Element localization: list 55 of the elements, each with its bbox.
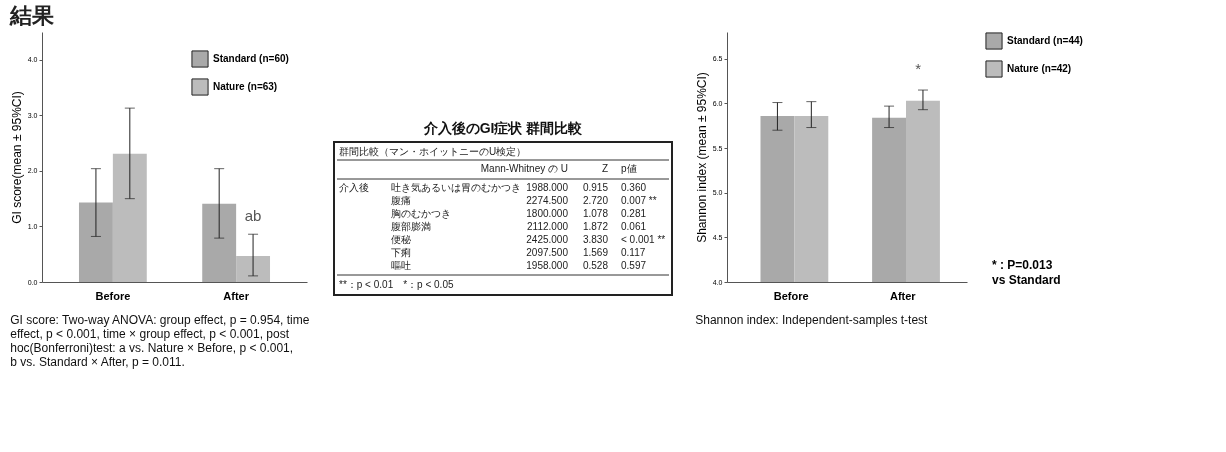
bar: [236, 255, 271, 282]
text: Mann-Whitney の U: [480, 163, 568, 174]
text: 下痢: [391, 247, 411, 258]
text: 0.528: [582, 260, 609, 271]
text: 吐き気あるいは胃のむかつき: [391, 182, 521, 193]
legend-label: Nature (n=63): [213, 81, 278, 92]
legend-label: Nature (n=42): [1007, 63, 1072, 74]
text: 2112.000: [527, 221, 569, 232]
text: 1.569: [582, 247, 609, 258]
text: 便秘: [391, 234, 411, 245]
text: 1958.000: [526, 260, 569, 271]
text: 胸のむかつき: [391, 208, 451, 219]
x-tick-label: After: [223, 289, 250, 302]
text: 1.078: [582, 208, 609, 219]
bar: [202, 203, 237, 282]
x-tick-label: Before: [773, 289, 809, 302]
text: 群間比較（マン・ホイットニーのU検定）: [339, 146, 527, 157]
text: * : P=0.013 vs Standard: [992, 258, 1061, 287]
legend-label: Standard (n=44): [1007, 35, 1083, 46]
x-tick-label: After: [889, 289, 917, 302]
text: 3.830: [582, 234, 609, 245]
text: Z: [601, 163, 608, 174]
y-axis-title: GI score(mean ± 95%CI): [9, 91, 24, 224]
text: 介入後: [339, 182, 369, 193]
chart-title: 結果: [9, 3, 56, 28]
text: 0.360: [621, 182, 647, 193]
text: < 0.001 **: [621, 234, 666, 245]
bar: [112, 153, 147, 282]
text: 介入後のGI症状 群間比較: [422, 120, 584, 136]
text: 0.007 **: [621, 195, 657, 206]
text: **：p < 0.01 *：p < 0.05: [339, 279, 454, 290]
annotation: ab: [244, 207, 262, 225]
text: GI score: Two-way ANOVA: group effect, p = 0.954, time effect, p < 0.001, time × group effect, p < 0.001, post hoc(Bonferroni)test: a vs. Nature × Before, p < 0.001, b vs. Standard × After, p = 0.011.: [10, 313, 310, 369]
text: 1800.000: [526, 208, 569, 219]
text: p値: [621, 163, 637, 174]
text: 0.117: [621, 247, 646, 258]
text: 0.281: [621, 208, 647, 219]
legend-label: Standard (n=60): [213, 53, 289, 64]
text: 0.597: [621, 260, 647, 271]
text: Shannon index: Independent-samples t-test: [695, 313, 929, 327]
text: 2097.500: [526, 247, 569, 258]
text: 2.720: [582, 195, 609, 206]
text: 2274.500: [526, 195, 569, 206]
text: 腹痛: [391, 195, 411, 206]
y-axis-title: Shannon index (mean ± 95%CI): [694, 72, 709, 243]
bar: [78, 202, 113, 282]
annotation: *: [915, 59, 922, 77]
x-tick-label: Before: [95, 289, 131, 302]
text: 嘔吐: [391, 260, 411, 271]
text: 1988.000: [526, 182, 569, 193]
text: 0.915: [582, 182, 609, 193]
text: 2425.000: [526, 234, 569, 245]
text: 0.061: [621, 221, 647, 232]
text: 腹部膨満: [391, 221, 431, 232]
text: 1.872: [582, 221, 609, 232]
